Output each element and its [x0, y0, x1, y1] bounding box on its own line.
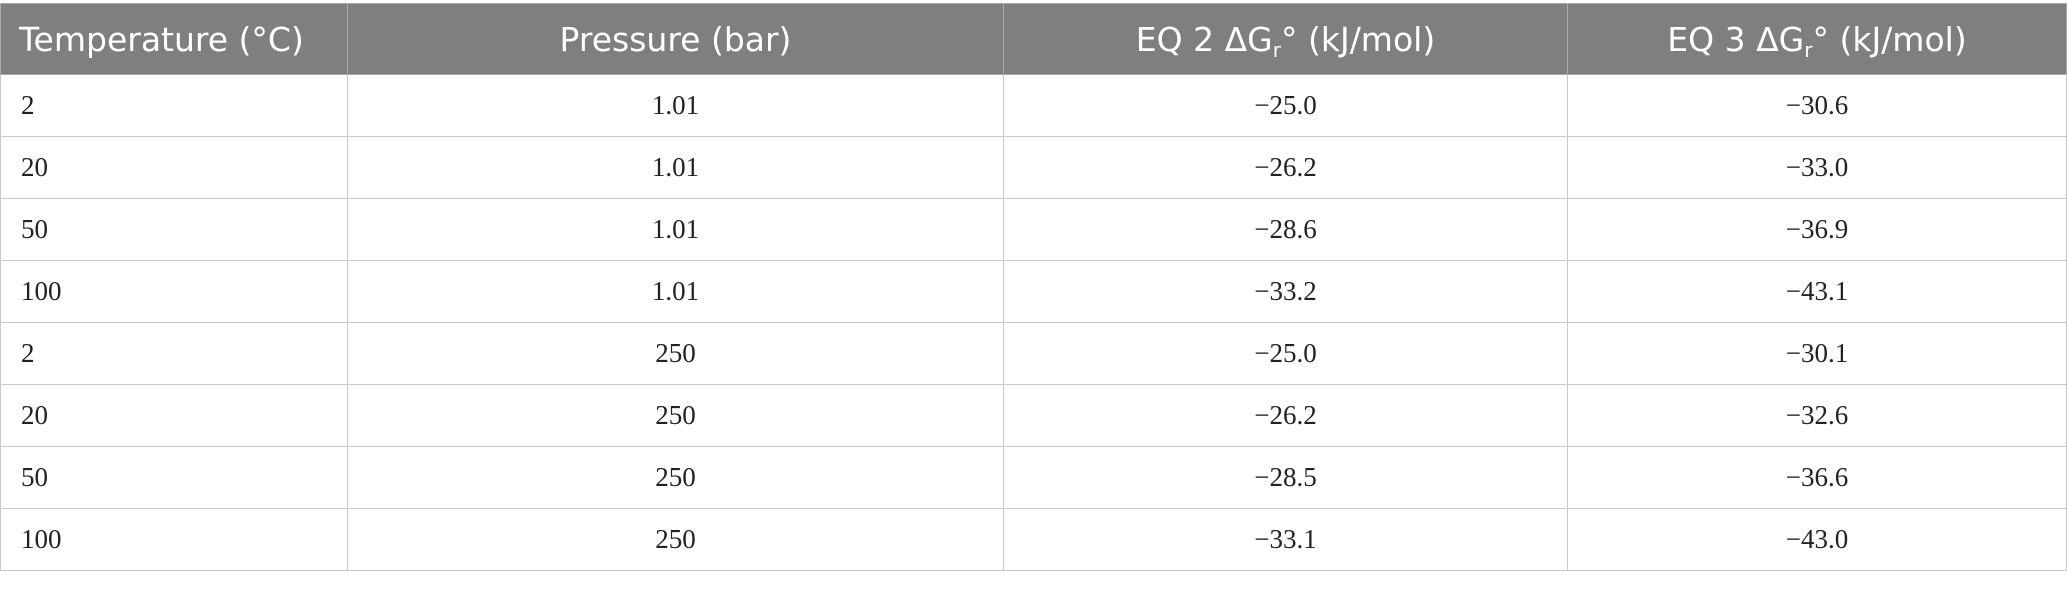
table-cell: 20	[0, 136, 348, 199]
table-cell: −33.0	[1567, 136, 2067, 199]
page: Temperature (°C) Pressure (bar) EQ 2 ΔGr° …	[0, 3, 2067, 591]
header-text: Pressure (bar)	[559, 19, 792, 59]
table-row: 100 1.01 −33.2 −43.1	[0, 260, 2067, 323]
header-cell: EQ 3 ΔGr° (kJ/mol)	[1567, 3, 2067, 75]
table-cell: −30.6	[1567, 74, 2067, 137]
table-cell: −33.1	[1003, 508, 1568, 571]
table-cell: 50	[0, 446, 348, 509]
header-subscript: r	[1804, 37, 1813, 62]
table-row: 100 250 −33.1 −43.0	[0, 508, 2067, 571]
header-cell: Pressure (bar)	[347, 3, 1004, 75]
table-cell: 100	[0, 260, 348, 323]
header-cell: EQ 2 ΔGr° (kJ/mol)	[1003, 3, 1568, 75]
header-row: Temperature (°C) Pressure (bar) EQ 2 ΔGr° …	[0, 3, 2067, 75]
header-text: EQ 2 ΔG	[1135, 19, 1273, 59]
table-cell: −26.2	[1003, 136, 1568, 199]
table-cell: 1.01	[347, 74, 1004, 137]
table-cell: 1.01	[347, 136, 1004, 199]
header-subscript: r	[1272, 37, 1281, 62]
table-row: 2 250 −25.0 −30.1	[0, 322, 2067, 385]
table-cell: 20	[0, 384, 348, 447]
table-cell: −28.6	[1003, 198, 1568, 261]
table-cell: −30.1	[1567, 322, 2067, 385]
header-text: Temperature (°C)	[19, 19, 304, 59]
table-cell: 1.01	[347, 198, 1004, 261]
table-cell: −26.2	[1003, 384, 1568, 447]
table-cell: 250	[347, 322, 1004, 385]
table-body: 2 1.01 −25.0 −30.6 20 1.01 −26.2 −33.0 50 1.01 −28…	[0, 74, 2067, 571]
header-unit: ° (kJ/mol)	[1812, 19, 1967, 59]
table-row: 2 1.01 −25.0 −30.6	[0, 74, 2067, 137]
table-header: Temperature (°C) Pressure (bar) EQ 2 ΔGr° …	[0, 3, 2067, 75]
table-cell: 1.01	[347, 260, 1004, 323]
table-cell: −43.0	[1567, 508, 2067, 571]
table-row: 20 250 −26.2 −32.6	[0, 384, 2067, 447]
table-cell: −25.0	[1003, 74, 1568, 137]
table-row: 50 250 −28.5 −36.6	[0, 446, 2067, 509]
table-cell: 2	[0, 74, 348, 137]
table-cell: −43.1	[1567, 260, 2067, 323]
table-cell: 250	[347, 508, 1004, 571]
table-cell: 2	[0, 322, 348, 385]
table-cell: 50	[0, 198, 348, 261]
table-cell: 250	[347, 384, 1004, 447]
table-cell: 100	[0, 508, 348, 571]
header-unit: ° (kJ/mol)	[1280, 19, 1436, 59]
table-cell: −36.9	[1567, 198, 2067, 261]
table-cell: −25.0	[1003, 322, 1568, 385]
header-cell: Temperature (°C)	[0, 3, 348, 75]
data-table: Temperature (°C) Pressure (bar) EQ 2 ΔGr° …	[0, 3, 2067, 571]
table-cell: −28.5	[1003, 446, 1568, 509]
header-text: EQ 3 ΔG	[1667, 19, 1805, 59]
table-row: 50 1.01 −28.6 −36.9	[0, 198, 2067, 261]
table-cell: −36.6	[1567, 446, 2067, 509]
table-cell: −32.6	[1567, 384, 2067, 447]
table-cell: 250	[347, 446, 1004, 509]
table-row: 20 1.01 −26.2 −33.0	[0, 136, 2067, 199]
table-cell: −33.2	[1003, 260, 1568, 323]
